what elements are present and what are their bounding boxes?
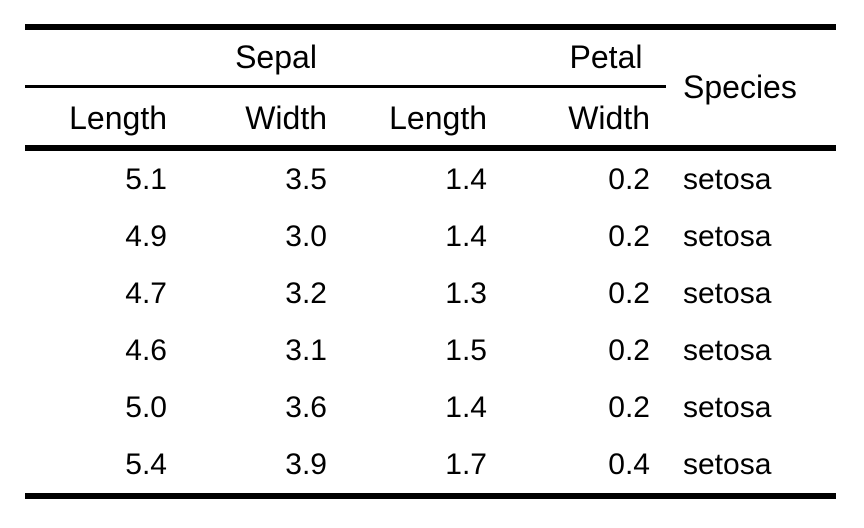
cell-sepal-length: 5.1 [125,162,167,196]
cell-petal-length: 1.7 [445,447,487,481]
cell-sepal-width: 3.2 [285,276,327,310]
cell-sepal-length: 4.6 [125,333,167,367]
bottom-rule [25,493,836,499]
column-header-petal-length: Length [389,99,487,136]
table-row: 4.9 3.0 1.4 0.2 setosa [25,208,836,265]
cell-petal-width: 0.2 [608,333,650,367]
table-row: 5.4 3.9 1.7 0.4 setosa [25,436,836,493]
cell-sepal-width: 3.9 [285,447,327,481]
cell-sepal-width: 3.1 [285,333,327,367]
cell-species: setosa [683,333,772,367]
column-header-sepal-width: Width [245,99,327,136]
cell-sepal-width: 3.0 [285,219,327,253]
cell-species: setosa [683,390,772,424]
header-rule [25,145,836,151]
cell-sepal-width: 3.5 [285,162,327,196]
spanner-underline-rule [25,85,666,88]
table-row: 5.1 3.5 1.4 0.2 setosa [25,151,836,208]
cell-sepal-length: 4.7 [125,276,167,310]
cell-petal-width: 0.4 [608,447,650,481]
cell-petal-length: 1.4 [445,162,487,196]
cell-species: setosa [683,276,772,310]
cell-species: setosa [683,447,772,481]
cell-petal-width: 0.2 [608,219,650,253]
column-header-petal-width: Width [568,99,650,136]
cell-species: setosa [683,219,772,253]
cell-petal-length: 1.4 [445,219,487,253]
table-body: 5.1 3.5 1.4 0.2 setosa 4.9 3.0 1.4 0.2 s… [25,151,836,493]
cell-petal-length: 1.4 [445,390,487,424]
spanner-petal: Petal [569,39,643,75]
cell-species: setosa [683,162,772,196]
cell-petal-width: 0.2 [608,276,650,310]
table-row: 4.6 3.1 1.5 0.2 setosa [25,322,836,379]
table-row: 4.7 3.2 1.3 0.2 setosa [25,265,836,322]
iris-table: Sepal Petal Species Length Width Length … [25,30,836,493]
column-header-row: Length Width Length Width [25,85,836,151]
spanner-row: Sepal Petal Species [25,30,836,105]
cell-sepal-length: 4.9 [125,219,167,253]
column-header-sepal-length: Length [69,99,167,136]
cell-sepal-width: 3.6 [285,390,327,424]
cell-sepal-length: 5.0 [125,390,167,424]
cell-petal-width: 0.2 [608,162,650,196]
cell-petal-length: 1.5 [445,333,487,367]
cell-sepal-length: 5.4 [125,447,167,481]
spanner-sepal: Sepal [235,39,317,75]
cell-petal-length: 1.3 [445,276,487,310]
top-rule [25,24,836,30]
table-row: 5.0 3.6 1.4 0.2 setosa [25,379,836,436]
cell-petal-width: 0.2 [608,390,650,424]
species-column-header: Species [683,69,797,105]
table-header: Sepal Petal Species Length Width Length … [25,30,836,151]
